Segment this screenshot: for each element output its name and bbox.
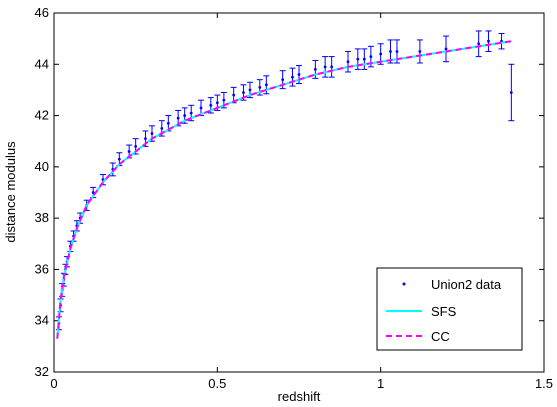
data-point — [369, 55, 373, 58]
legend-label-sfs: SFS — [431, 304, 457, 319]
data-point — [222, 98, 226, 102]
data-point — [264, 83, 268, 87]
y-tick-label: 32 — [35, 364, 49, 379]
data-point — [91, 191, 95, 194]
legend-item-cc: CC — [386, 329, 450, 344]
data-point — [199, 106, 203, 110]
data-point — [389, 50, 392, 53]
x-tick-label: 0.5 — [208, 376, 226, 391]
y-tick-label: 40 — [35, 159, 49, 174]
data-point — [487, 39, 490, 43]
y-tick-label: 36 — [35, 261, 49, 276]
data-point — [127, 150, 131, 153]
data-point — [258, 85, 262, 89]
data-point — [356, 57, 360, 61]
y-tick-label: 34 — [35, 313, 49, 328]
data-point — [297, 73, 301, 76]
y-tick-label: 42 — [35, 108, 49, 123]
data-point — [160, 126, 164, 130]
data-point — [176, 116, 180, 120]
data-point — [346, 60, 350, 64]
legend: Union2 data SFS CC — [376, 267, 523, 351]
x-tick-label: 1.5 — [535, 376, 553, 391]
legend-item-union2: Union2 data — [402, 277, 502, 292]
x-tick-label: 1 — [377, 376, 384, 391]
data-point — [248, 88, 252, 92]
data-point — [281, 78, 285, 82]
data-point — [150, 132, 154, 135]
axis-tick-labels: 0 0.5 1 1.5 32 34 36 38 40 42 44 46 — [35, 5, 554, 391]
y-axis-label: distance modulus — [3, 141, 18, 243]
data-point — [209, 103, 213, 107]
data-point — [134, 144, 138, 148]
y-tick-label: 46 — [35, 5, 49, 20]
data-point — [232, 93, 236, 97]
data-point — [418, 50, 422, 53]
legend-item-sfs: SFS — [386, 304, 457, 319]
data-point — [183, 114, 187, 117]
y-tick-label: 38 — [35, 210, 49, 225]
y-tick-label: 44 — [35, 56, 49, 71]
x-tick-label: 0 — [50, 376, 57, 391]
x-axis-label: redshift — [278, 389, 321, 404]
legend-marker-union2 — [402, 282, 406, 286]
data-point — [291, 75, 294, 79]
data-point — [362, 57, 366, 61]
data-point — [395, 50, 399, 53]
legend-label-union2: Union2 data — [431, 277, 502, 292]
data-point — [189, 111, 193, 115]
data-point — [330, 65, 334, 69]
data-point — [509, 91, 513, 94]
series-line-cc — [56, 40, 512, 339]
data-point — [477, 42, 481, 46]
data-point — [242, 91, 245, 94]
data-point — [313, 68, 317, 71]
data-point — [379, 52, 383, 56]
data-point — [117, 157, 121, 161]
data-point — [215, 101, 219, 105]
legend-label-cc: CC — [431, 329, 450, 344]
data-point — [444, 47, 448, 51]
data-point — [144, 137, 147, 141]
axis-ticks — [53, 12, 545, 373]
data-point — [323, 65, 327, 69]
fit-lines-group — [56, 40, 512, 339]
data-point — [166, 121, 170, 125]
